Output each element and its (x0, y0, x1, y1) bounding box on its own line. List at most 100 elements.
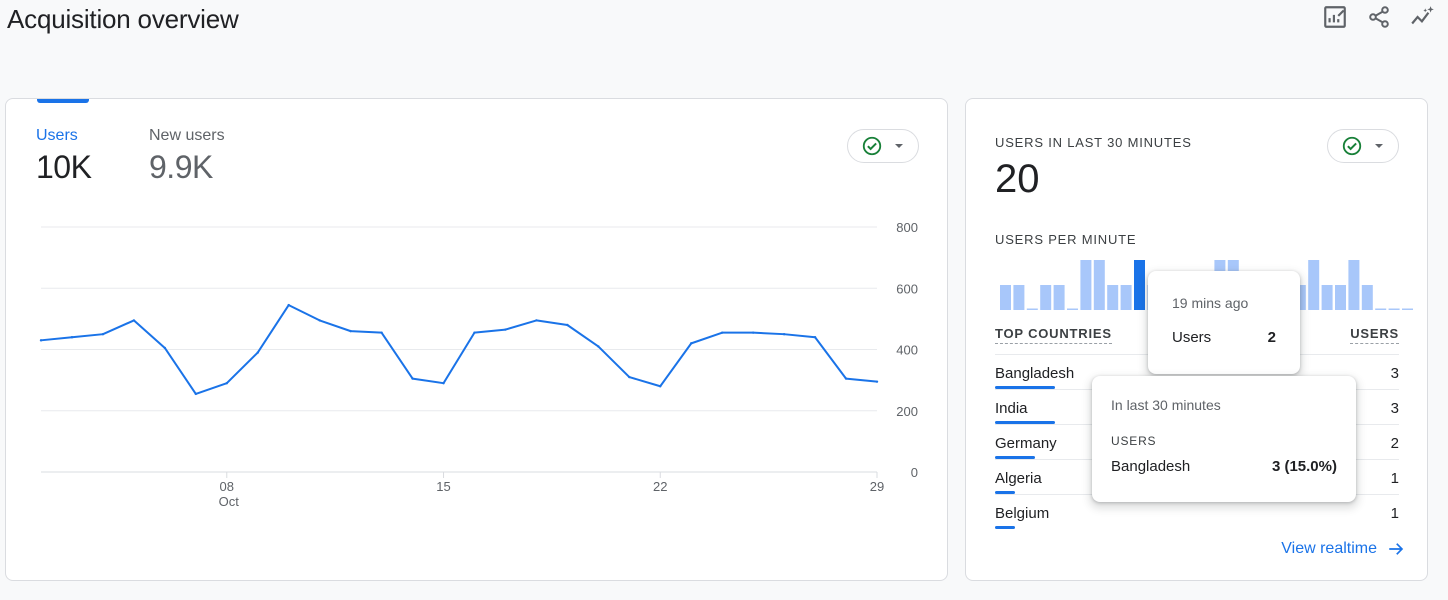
data-point (690, 342, 693, 345)
insights-button[interactable] (1408, 2, 1438, 32)
country-tooltip-name: Bangladesh (1111, 458, 1191, 475)
users-per-minute-label: USERS PER MINUTE (995, 232, 1137, 247)
tab-users-label: Users (36, 127, 78, 144)
users-column-label[interactable]: USERS (1350, 326, 1399, 344)
y-tick-label: 0 (911, 465, 918, 480)
x-tick-label: 22 (653, 479, 667, 494)
data-point (194, 392, 198, 396)
active-tab-indicator (37, 99, 89, 103)
data-point (349, 329, 352, 333)
share-icon (1369, 6, 1389, 28)
x-tick-label: 08 (220, 479, 234, 494)
minute-bar[interactable] (1013, 285, 1025, 310)
tab-new-users[interactable]: New users 9.9K (149, 127, 225, 186)
minute-bar[interactable] (1093, 260, 1105, 310)
minute-bar[interactable] (1402, 308, 1413, 311)
country-name: Belgium (995, 505, 1050, 522)
country-share-bar (995, 491, 1015, 494)
minute-bar[interactable] (1053, 285, 1065, 310)
minute-bar[interactable] (1000, 285, 1011, 310)
data-point (70, 336, 74, 339)
data-point (628, 375, 631, 379)
data-point (535, 319, 538, 322)
minute-bar[interactable] (1107, 285, 1119, 310)
minute-bar[interactable] (1067, 308, 1078, 311)
minute-bar[interactable] (1361, 285, 1373, 310)
data-point (659, 385, 662, 388)
x-tick-label: 29 (870, 479, 884, 494)
x-tick-label: 15 (436, 479, 450, 494)
view-realtime-link[interactable]: View realtime (1281, 540, 1405, 558)
minute-bar[interactable] (1388, 308, 1400, 311)
country-users-count: 1 (1390, 470, 1399, 487)
country-tooltip: In last 30 minutes USERS Bangladesh 3 (1… (1092, 376, 1356, 502)
minute-bar[interactable] (1040, 285, 1052, 310)
data-point (844, 377, 848, 380)
y-tick-label: 600 (896, 281, 918, 296)
realtime-users-value: 20 (995, 157, 1040, 201)
minute-bar[interactable] (1080, 260, 1092, 310)
customize-report-icon (1324, 6, 1346, 28)
bar-tooltip-label: Users (1172, 329, 1212, 346)
country-users-count: 2 (1390, 435, 1399, 452)
minute-bar[interactable] (1335, 285, 1346, 310)
minute-bar[interactable] (1026, 308, 1038, 311)
top-countries-label[interactable]: TOP COUNTRIES (995, 326, 1112, 344)
data-point (473, 331, 476, 334)
country-share-bar (995, 526, 1015, 529)
tab-new-users-label: New users (149, 127, 225, 144)
data-point (597, 345, 600, 348)
bar-tooltip-time: 19 mins ago (1172, 295, 1249, 311)
arrow-right-icon (1389, 543, 1404, 555)
country-tooltip-heading: In last 30 minutes (1111, 397, 1221, 413)
minute-bar[interactable] (1375, 308, 1387, 311)
data-point (411, 377, 414, 380)
chevron-down-icon (895, 144, 903, 148)
country-users-count: 1 (1390, 505, 1399, 522)
minute-bar[interactable] (1134, 260, 1145, 310)
page-title: Acquisition overview (7, 4, 239, 34)
minute-bar[interactable] (1294, 285, 1306, 310)
realtime-compare-dropdown-button[interactable] (1327, 129, 1399, 163)
share-button[interactable] (1364, 2, 1394, 32)
country-tooltip-column: USERS (1111, 434, 1157, 448)
bar-tooltip: 19 mins ago Users 2 (1148, 271, 1300, 374)
y-tick-label: 200 (896, 404, 918, 419)
country-name: India (995, 400, 1028, 417)
minute-bar[interactable] (1120, 285, 1132, 310)
top-countries-header: TOP COUNTRIES USERS (995, 326, 1399, 346)
country-share-bar (995, 386, 1055, 389)
insights-icon (1411, 6, 1434, 25)
data-point (504, 328, 507, 331)
check-circle-icon (1342, 136, 1362, 156)
bar-tooltip-value: 2 (1267, 329, 1276, 346)
data-point (101, 332, 105, 336)
customize-report-button[interactable] (1320, 2, 1350, 32)
country-share-bar (995, 456, 1036, 459)
country-users-count: 3 (1390, 365, 1399, 382)
series-line-users (40, 304, 878, 395)
toolbar (1320, 2, 1438, 32)
country-share-bar (995, 421, 1055, 424)
y-tick-label: 800 (896, 220, 918, 235)
data-point (442, 381, 445, 385)
tab-users[interactable]: Users 10K (36, 127, 92, 186)
compare-dropdown-button[interactable] (847, 129, 919, 163)
minute-bar[interactable] (1308, 260, 1320, 310)
minute-bar[interactable] (1321, 285, 1333, 310)
country-users-count: 3 (1390, 400, 1399, 417)
chevron-down-icon (1375, 144, 1383, 148)
minute-bar[interactable] (1348, 260, 1360, 310)
country-name: Bangladesh (995, 365, 1075, 382)
x-tick-sublabel: Oct (219, 494, 240, 509)
data-point (287, 303, 290, 307)
realtime-title: USERS IN LAST 30 MINUTES (995, 135, 1192, 150)
data-point (39, 339, 43, 342)
data-point (720, 331, 724, 334)
check-circle-icon (862, 136, 882, 156)
view-realtime-label: View realtime (1281, 540, 1377, 557)
data-point (380, 331, 383, 334)
country-tooltip-value: 3 (15.0%) (1271, 458, 1337, 475)
data-point (751, 331, 755, 334)
data-point (225, 381, 228, 385)
